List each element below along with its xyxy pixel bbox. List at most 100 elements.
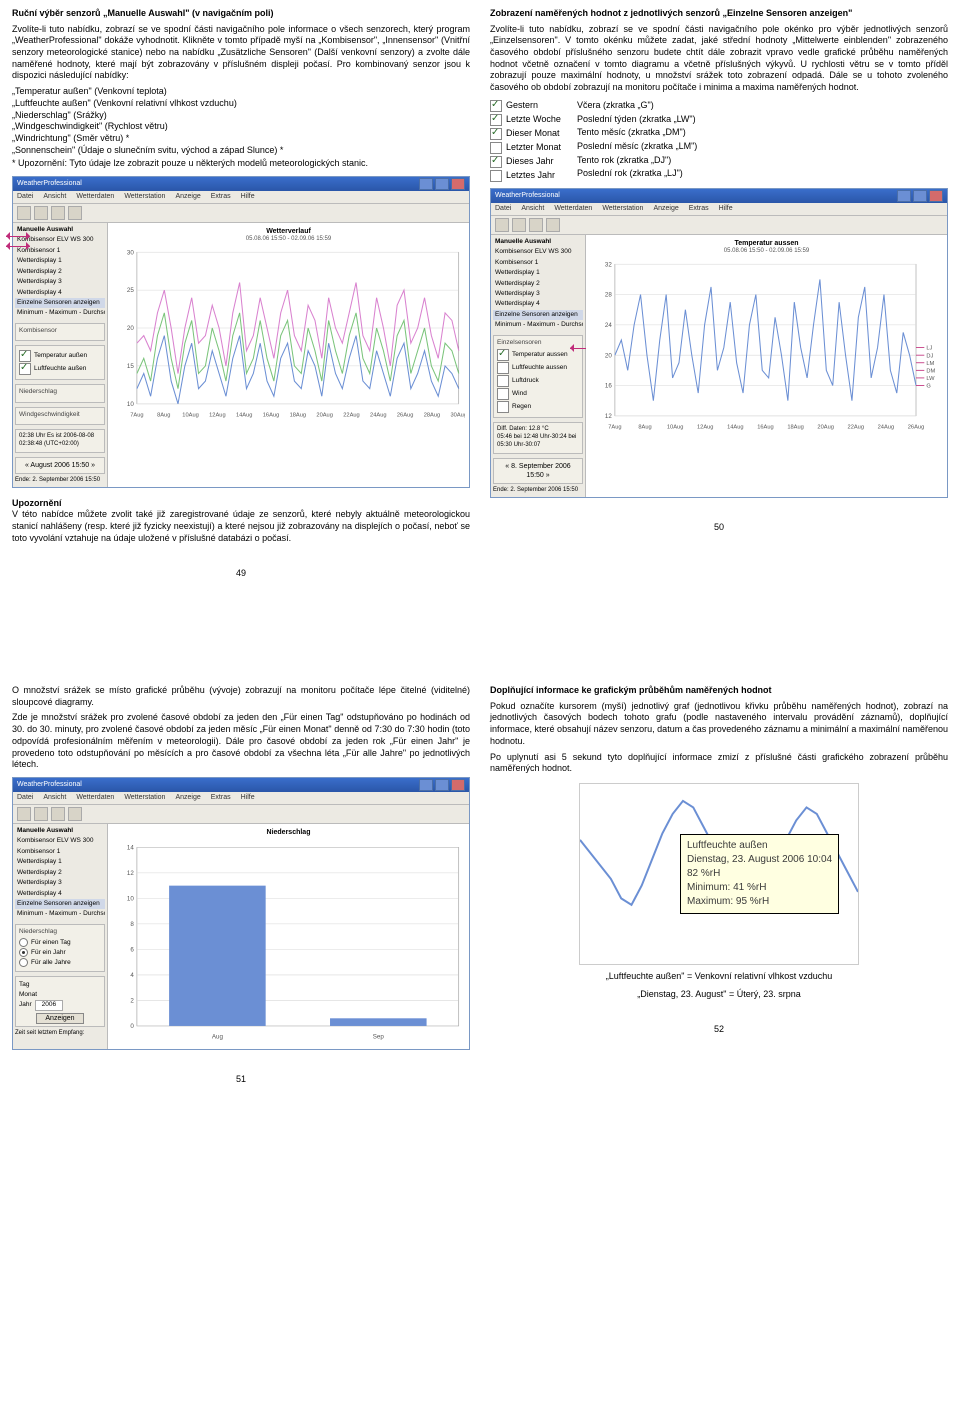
minimize-button[interactable]	[419, 178, 433, 190]
tree-item[interactable]: Wetterdisplay 3	[493, 289, 583, 299]
tree-root[interactable]: Manuelle Auswahl	[15, 826, 105, 836]
checkbox[interactable]	[490, 170, 502, 182]
menu-item[interactable]: Wetterstation	[124, 793, 165, 802]
menu-item[interactable]: Wetterdaten	[76, 192, 114, 201]
menu-item[interactable]: Ansicht	[521, 204, 544, 213]
tree-item[interactable]: Einzelne Sensoren anzeigen	[493, 310, 583, 320]
minimize-button[interactable]	[419, 779, 433, 791]
toolbar-icon[interactable]	[17, 807, 31, 821]
tree-item[interactable]: Minimum - Maximum - Durchschnitt	[493, 320, 583, 330]
tree-item[interactable]: Wetterdisplay 1	[493, 268, 583, 278]
checkbox[interactable]	[19, 363, 31, 375]
toolbar-icon[interactable]	[68, 807, 82, 821]
tree-item[interactable]: Wetterdisplay 3	[15, 878, 105, 888]
tree-item[interactable]: Minimum - Maximum - Durchschnitt	[15, 909, 105, 919]
maximize-button[interactable]	[435, 178, 449, 190]
tree-item[interactable]: Wetterdisplay 4	[493, 299, 583, 309]
toolbar-icon[interactable]	[17, 206, 31, 220]
menu-item[interactable]: Datei	[495, 204, 511, 213]
date-nav[interactable]: « August 2006 15:50 »	[15, 457, 105, 474]
menu-item[interactable]: Extras	[211, 192, 231, 201]
checkbox[interactable]	[490, 100, 502, 112]
tree-item[interactable]: Wetterdisplay 2	[15, 267, 105, 277]
menu-item[interactable]: Hilfe	[241, 192, 255, 201]
maximize-button[interactable]	[435, 779, 449, 791]
menu-item[interactable]: Ansicht	[43, 793, 66, 802]
menu-item[interactable]: Datei	[17, 192, 33, 201]
toolbar	[13, 805, 469, 824]
radio[interactable]	[19, 948, 28, 957]
tree-item[interactable]: Wetterdisplay 2	[493, 279, 583, 289]
check-label: Luftfeuchte außen	[34, 365, 86, 373]
checkbox[interactable]	[490, 114, 502, 126]
svg-text:16Aug: 16Aug	[757, 424, 774, 430]
tree-item[interactable]: Wetterdisplay 1	[15, 256, 105, 266]
check-label-de: Letztes Jahr	[506, 170, 555, 182]
tab-label[interactable]: Kombisensor	[19, 327, 101, 335]
tree-item[interactable]: Wetterdisplay 3	[15, 277, 105, 287]
close-button[interactable]	[451, 178, 465, 190]
tree-item[interactable]: Wetterdisplay 1	[15, 857, 105, 867]
toolbar-icon[interactable]	[68, 206, 82, 220]
checkbox[interactable]	[497, 349, 509, 361]
svg-text:30Aug: 30Aug	[451, 412, 465, 418]
checkbox[interactable]	[490, 128, 502, 140]
toolbar-icon[interactable]	[546, 218, 560, 232]
tree-item[interactable]: Einzelne Sensoren anzeigen	[15, 899, 105, 909]
menu-item[interactable]: Extras	[689, 204, 709, 213]
svg-text:25: 25	[127, 287, 134, 294]
show-button[interactable]: Anzeigen	[36, 1013, 83, 1024]
tree-item[interactable]: Kombisensor 1	[15, 847, 105, 857]
svg-text:DJ: DJ	[926, 353, 933, 359]
toolbar-icon[interactable]	[512, 218, 526, 232]
menu-item[interactable]: Wetterstation	[602, 204, 643, 213]
tree-item[interactable]: Wetterdisplay 4	[15, 889, 105, 899]
checkbox[interactable]	[490, 156, 502, 168]
tree-item[interactable]: Kombisensor 1	[493, 258, 583, 268]
checkbox[interactable]	[497, 388, 509, 400]
checkbox[interactable]	[497, 362, 509, 374]
radio[interactable]	[19, 938, 28, 947]
menu-item[interactable]: Anzeige	[175, 192, 200, 201]
menu-item[interactable]: Anzeige	[175, 793, 200, 802]
menu-item[interactable]: Wetterstation	[124, 192, 165, 201]
checkbox[interactable]	[497, 401, 509, 413]
tree-item[interactable]: Wetterdisplay 2	[15, 868, 105, 878]
tree-root[interactable]: Manuelle Auswahl	[493, 237, 583, 247]
toolbar-icon[interactable]	[34, 807, 48, 821]
menubar: Datei Ansicht Wetterdaten Wetterstation …	[13, 191, 469, 204]
svg-text:14Aug: 14Aug	[727, 424, 744, 430]
menu-item[interactable]: Wetterdaten	[554, 204, 592, 213]
svg-text:20Aug: 20Aug	[817, 424, 834, 430]
toolbar-icon[interactable]	[34, 206, 48, 220]
toolbar-icon[interactable]	[51, 807, 65, 821]
year-input[interactable]: 2006	[35, 1000, 63, 1010]
menu-item[interactable]: Anzeige	[653, 204, 678, 213]
nav-sidebar: Manuelle Auswahl Kombisensor ELV WS 300 …	[13, 824, 108, 1049]
toolbar-icon[interactable]	[51, 206, 65, 220]
toolbar-icon[interactable]	[495, 218, 509, 232]
menu-item[interactable]: Wetterdaten	[76, 793, 114, 802]
radio[interactable]	[19, 958, 28, 967]
toolbar-icon[interactable]	[529, 218, 543, 232]
menu-item[interactable]: Hilfe	[719, 204, 733, 213]
menu-item[interactable]: Hilfe	[241, 793, 255, 802]
minimize-button[interactable]	[897, 190, 911, 202]
checkbox[interactable]	[497, 375, 509, 387]
checkbox[interactable]	[490, 142, 502, 154]
tree-item[interactable]: Einzelne Sensoren anzeigen	[15, 298, 105, 308]
menu-item[interactable]: Datei	[17, 793, 33, 802]
tree-item[interactable]: Kombisensor ELV WS 300	[493, 247, 583, 257]
date-nav[interactable]: « 8. September 2006 15:50 »	[493, 458, 583, 484]
radio-label: Für alle Jahre	[31, 959, 71, 967]
maximize-button[interactable]	[913, 190, 927, 202]
menu-item[interactable]: Ansicht	[43, 192, 66, 201]
menu-item[interactable]: Extras	[211, 793, 231, 802]
check-label-cz: Poslední rok (zkratka „LJ")	[577, 168, 697, 180]
tree-item[interactable]: Wetterdisplay 4	[15, 288, 105, 298]
tree-item[interactable]: Kombisensor ELV WS 300	[15, 836, 105, 846]
svg-text:24Aug: 24Aug	[370, 412, 387, 418]
close-button[interactable]	[929, 190, 943, 202]
tree-item[interactable]: Minimum - Maximum - Durchschnitt	[15, 308, 105, 318]
close-button[interactable]	[451, 779, 465, 791]
